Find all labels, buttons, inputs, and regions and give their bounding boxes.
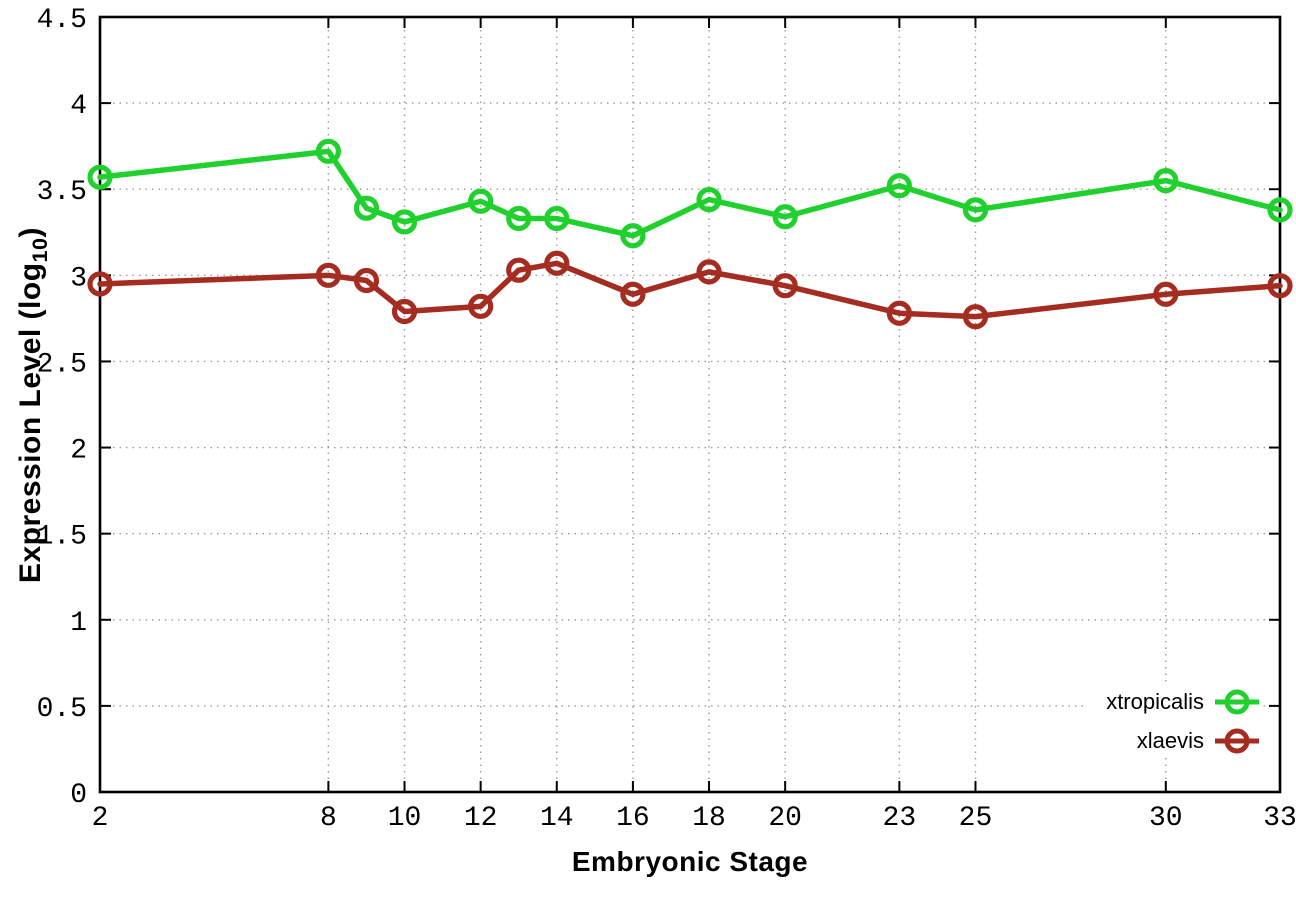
data-point-xtropicalis	[353, 195, 380, 221]
x-tick-label: 30	[1149, 803, 1183, 834]
y-axis-label: Expression Level (log10)	[14, 226, 52, 583]
y-tick-label: 2.5	[37, 349, 87, 380]
y-axis-label-suffix: )	[14, 226, 47, 237]
x-tick-label: 14	[540, 803, 574, 834]
legend-label-xlaevis: xlaevis	[1136, 728, 1204, 753]
data-point-xlaevis	[315, 262, 341, 288]
y-tick-label: 4	[70, 91, 87, 122]
y-axis-label-text: Expression Level (log	[14, 261, 47, 583]
data-point-xlaevis	[468, 293, 494, 319]
legend-marker-xlaevis-icon	[1215, 728, 1259, 754]
y-tick-label: 0.5	[37, 694, 87, 725]
y-tick-label: 3	[70, 263, 87, 294]
data-point-xlaevis	[620, 281, 646, 307]
data-point-xtropicalis	[620, 223, 646, 249]
plot-border	[98, 15, 1282, 794]
data-point-xtropicalis	[391, 209, 418, 235]
legend: xtropicalis xlaevis	[1088, 685, 1262, 758]
x-tick-label: 2	[92, 803, 109, 834]
data-point-xtropicalis	[315, 138, 341, 164]
y-tick-label: 4.5	[37, 5, 87, 36]
y-tick-label: 0	[70, 780, 87, 811]
data-point-xlaevis	[886, 300, 912, 326]
data-point-xtropicalis	[1267, 197, 1293, 223]
x-tick-label: 18	[692, 803, 726, 834]
x-axis-label: Embryonic Stage	[571, 846, 809, 877]
data-point-xlaevis	[696, 259, 722, 285]
x-tick-label: 33	[1263, 803, 1296, 834]
data-point-xtropicalis	[506, 205, 532, 232]
data-point-xtropicalis	[696, 186, 722, 213]
legend-label-xtropicalis: xtropicalis	[1106, 689, 1204, 714]
x-tick-label: 10	[388, 803, 422, 834]
data-point-xlaevis	[772, 273, 798, 299]
data-point-xlaevis	[87, 271, 113, 297]
legend-marker-xtropicalis-icon	[1215, 689, 1259, 715]
y-tick-label: 1.5	[37, 522, 87, 553]
data-point-xtropicalis	[962, 197, 989, 223]
data-point-xlaevis	[506, 257, 532, 283]
y-tick-label: 1	[70, 608, 87, 639]
x-tick-label: 25	[959, 803, 993, 834]
legend-item-xlaevis: xlaevis	[1137, 726, 1262, 756]
legend-item-xtropicalis: xtropicalis	[1106, 687, 1262, 717]
data-point-xlaevis	[1267, 273, 1293, 299]
data-point-xtropicalis	[87, 164, 113, 190]
data-point-xlaevis	[1153, 281, 1179, 307]
y-axis-label-container: Expression Level (log10)	[0, 17, 62, 792]
x-tick-label: 23	[883, 803, 917, 834]
data-point-xtropicalis	[1153, 168, 1179, 194]
x-tick-label: 20	[768, 803, 802, 834]
x-tick-label: 16	[616, 803, 650, 834]
data-point-xlaevis	[544, 250, 570, 276]
data-point-xlaevis	[391, 298, 418, 325]
series-line-xlaevis	[97, 260, 1283, 320]
x-tick-label: 12	[464, 803, 498, 834]
series-line-xtropicalis	[97, 148, 1283, 239]
y-axis-label-subscript: 10	[27, 236, 52, 262]
data-point-xlaevis	[962, 304, 989, 330]
data-point-xtropicalis	[544, 205, 570, 232]
data-point-xtropicalis	[886, 173, 912, 199]
y-tick-label: 3.5	[37, 177, 87, 208]
data-point-xtropicalis	[468, 188, 494, 214]
y-tick-label: 2	[70, 436, 87, 467]
data-point-xtropicalis	[772, 204, 798, 230]
x-tick-label: 8	[320, 803, 337, 834]
data-point-xlaevis	[353, 267, 380, 294]
